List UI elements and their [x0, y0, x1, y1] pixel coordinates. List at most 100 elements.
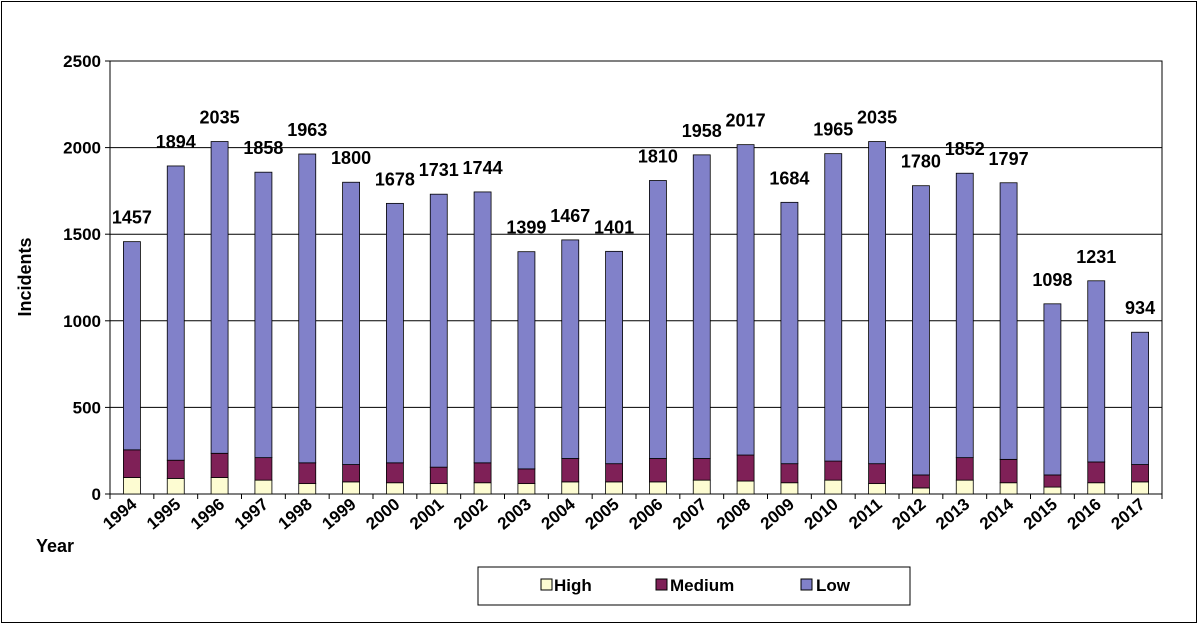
bar-low-1994: [123, 241, 141, 451]
x-tick-label-2003: 2003: [494, 495, 535, 534]
total-label-2017: 934: [1125, 298, 1155, 318]
bar-high-2005: [605, 481, 623, 495]
x-tick-label-2016: 2016: [1064, 495, 1105, 534]
bar-high-2016: [1087, 482, 1106, 495]
total-label-1995: 1894: [156, 132, 196, 152]
total-label-1996: 2035: [200, 108, 240, 128]
bar-medium-2002: [473, 462, 492, 484]
bar-low-2016: [1087, 280, 1106, 463]
bar-low-2013: [955, 172, 974, 459]
y-tick-label: 2000: [63, 139, 101, 158]
bar-medium-2000: [386, 462, 404, 484]
bar-low-2002: [473, 191, 492, 464]
bar-medium-2014: [999, 458, 1018, 484]
legend-swatch-high: [540, 578, 553, 591]
bar-medium-1995: [166, 459, 185, 479]
bar-high-2015: [1043, 486, 1062, 495]
x-tick-label-1997: 1997: [231, 495, 272, 534]
plot-area: [109, 60, 1163, 495]
total-label-2002: 1744: [463, 158, 503, 178]
total-label-1998: 1963: [287, 120, 327, 140]
bar-high-2000: [386, 482, 404, 495]
x-tick-label-2011: 2011: [845, 495, 885, 533]
total-label-2001: 1731: [419, 160, 459, 180]
total-label-2008: 2017: [726, 111, 766, 131]
bar-high-2004: [561, 481, 580, 495]
x-tick-label-2010: 2010: [801, 495, 842, 534]
x-tick-label-2007: 2007: [669, 495, 710, 534]
legend-label-medium: Medium: [670, 576, 734, 595]
bar-low-2007: [692, 154, 711, 459]
bar-high-2007: [692, 479, 711, 495]
x-tick-label-2015: 2015: [1020, 495, 1061, 534]
bar-medium-2017: [1131, 464, 1149, 483]
x-tick-label-2013: 2013: [932, 495, 973, 534]
bar-medium-2003: [517, 468, 536, 485]
legend-label-high: High: [554, 576, 592, 595]
bar-high-2014: [999, 482, 1018, 495]
total-label-2015: 1098: [1032, 270, 1072, 290]
bar-low-2006: [649, 180, 667, 459]
bar-low-1996: [210, 141, 229, 454]
y-tick-label: 500: [73, 398, 101, 417]
x-tick-label-2014: 2014: [976, 494, 1018, 533]
y-tick-label: 1000: [63, 312, 101, 331]
total-label-2005: 1401: [594, 217, 634, 237]
x-tick-label-2012: 2012: [888, 495, 929, 534]
total-label-2014: 1797: [989, 149, 1029, 169]
bar-medium-2013: [955, 457, 974, 481]
bar-high-1994: [123, 477, 141, 495]
bar-high-2008: [736, 480, 755, 495]
bar-low-2004: [561, 239, 580, 459]
x-axis-ticks: 1994 1995 1996 1997 1998 1999 2000 2001 2002 2003…: [99, 494, 1163, 534]
total-label-2009: 1684: [769, 168, 809, 188]
x-tick-label-2008: 2008: [713, 495, 754, 534]
x-tick-label-2005: 2005: [581, 495, 622, 534]
bar-high-2009: [780, 482, 799, 495]
bar-low-1995: [166, 165, 185, 461]
bar-medium-1994: [123, 449, 141, 478]
y-tick-label: 1500: [63, 225, 101, 244]
bar-medium-2006: [649, 458, 667, 483]
bar-low-2015: [1043, 303, 1062, 476]
x-axis-title: Year: [36, 536, 74, 556]
bar-high-1995: [166, 478, 185, 495]
x-tick-label-1996: 1996: [187, 495, 228, 534]
x-tick-label-2017: 2017: [1107, 495, 1148, 534]
bar-high-2003: [517, 483, 536, 495]
total-label-1994: 1457: [112, 208, 152, 228]
total-label-2003: 1399: [506, 218, 546, 238]
x-tick-label-1999: 1999: [318, 495, 359, 534]
bar-low-2001: [429, 193, 448, 468]
bar-medium-2007: [692, 458, 711, 481]
total-label-2016: 1231: [1076, 247, 1116, 267]
legend-swatch-low: [800, 578, 813, 591]
bar-medium-1998: [298, 462, 317, 485]
total-label-2006: 1810: [638, 147, 678, 167]
bar-medium-2005: [605, 463, 623, 483]
x-tick-label-1994: 1994: [99, 494, 141, 533]
bar-low-2005: [605, 250, 623, 465]
total-label-2004: 1467: [550, 206, 590, 226]
legend-swatch-medium: [655, 578, 668, 591]
x-tick-label-2006: 2006: [625, 495, 666, 534]
bar-high-1996: [210, 477, 229, 495]
bar-high-2010: [824, 479, 843, 495]
x-tick-label-2001: 2001: [406, 495, 447, 534]
y-axis-title: Incidents: [15, 237, 35, 316]
bar-low-2000: [386, 202, 404, 464]
bar-low-1997: [254, 171, 273, 459]
bar-low-1999: [342, 181, 360, 465]
bar-high-1999: [342, 481, 360, 495]
bar-medium-2004: [561, 458, 580, 483]
bar-high-1998: [298, 483, 317, 495]
x-tick-label-2004: 2004: [538, 494, 580, 533]
total-label-2011: 2035: [857, 108, 897, 128]
bar-high-2012: [912, 487, 930, 495]
x-tick-label-1995: 1995: [143, 495, 184, 534]
bar-medium-2016: [1087, 461, 1106, 484]
bar-low-2010: [824, 153, 843, 462]
bar-medium-2001: [429, 466, 448, 485]
